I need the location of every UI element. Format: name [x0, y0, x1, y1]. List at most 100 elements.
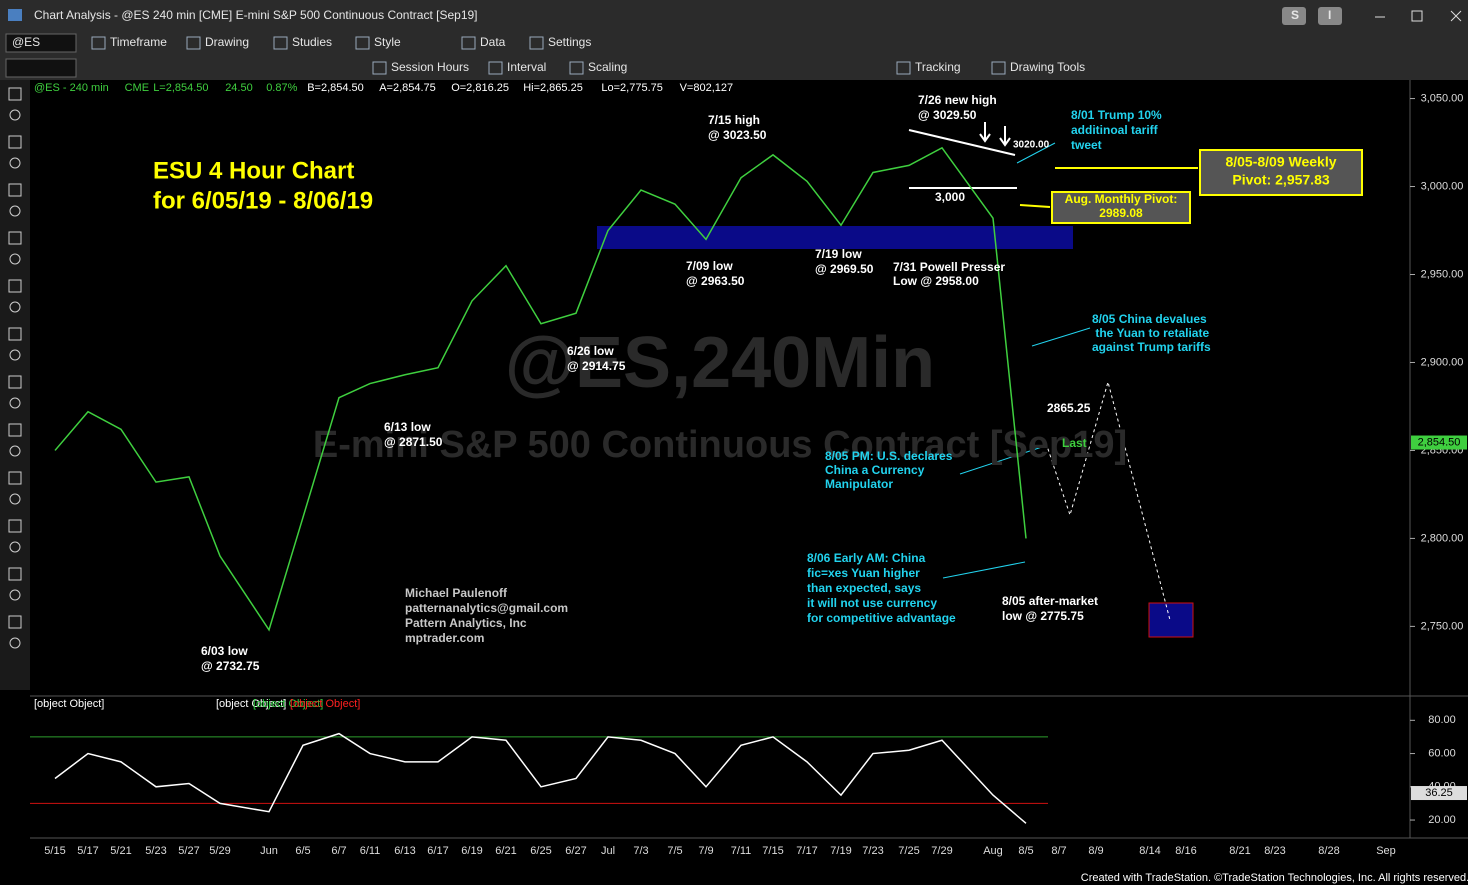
tool-icon[interactable] [8, 327, 22, 341]
pointer [959, 445, 1046, 475]
toolbar-icon[interactable] [991, 61, 1006, 75]
toolbar-button[interactable]: Drawing [205, 35, 249, 49]
tool-icon[interactable] [9, 541, 21, 553]
tool-icon[interactable] [8, 375, 22, 389]
tool-icon[interactable] [9, 397, 21, 409]
annotation: mptrader.com [405, 631, 484, 645]
toolbar-icon[interactable] [372, 61, 387, 75]
x-tick-label: Jul [601, 845, 615, 857]
toolbar-icon[interactable] [488, 61, 503, 75]
tool-icon[interactable] [9, 157, 21, 169]
tool-icon[interactable] [8, 567, 22, 581]
watermark: @ES,240Min [505, 323, 935, 403]
toolbar-button[interactable]: Scaling [588, 60, 627, 74]
toolbar-icon[interactable] [896, 61, 911, 75]
annotation: additinoal tariff [1071, 123, 1159, 137]
quote-field: L=2,854.50 [153, 82, 208, 94]
x-tick-label: 8/5 [1018, 845, 1033, 857]
button-label[interactable]: S [1291, 8, 1299, 22]
x-tick-label: Aug [983, 845, 1003, 857]
annotation: 7/19 low [815, 247, 862, 261]
toolbar-icon[interactable] [91, 36, 106, 50]
annotation-box [1051, 191, 1191, 224]
x-tick-label: 7/3 [633, 845, 648, 857]
button[interactable] [1282, 7, 1306, 25]
annotation: patternanalytics@gmail.com [405, 601, 568, 615]
x-tick-label: 7/9 [698, 845, 713, 857]
toolbar-icon[interactable] [529, 36, 544, 50]
toolbar-button[interactable]: Data [480, 35, 506, 49]
toolbar-button[interactable]: Tracking [915, 60, 961, 74]
projection [1045, 380, 1171, 621]
target-box [1148, 602, 1194, 638]
tool-icon[interactable] [8, 519, 22, 533]
button[interactable] [1318, 7, 1342, 25]
annotation: 7/09 low [686, 259, 733, 273]
tool-icon[interactable] [8, 423, 22, 437]
annotation: against Trump tariffs [1092, 340, 1211, 354]
window-title: Chart Analysis - @ES 240 min [CME] E-min… [34, 8, 478, 22]
tool-icon[interactable] [8, 231, 22, 245]
close[interactable] [1450, 10, 1462, 22]
tool-icon[interactable] [8, 87, 22, 101]
annotation: Manipulator [825, 477, 893, 491]
y-tick-label: 2,750.00 [1421, 620, 1464, 632]
toolbar [0, 30, 1468, 80]
annotation: 7/15 high [708, 113, 760, 127]
footer: Created with TradeStation. ©TradeStation… [1081, 872, 1468, 884]
tool-icon[interactable] [9, 253, 21, 265]
support-zone [597, 226, 1073, 249]
quote-field: O=2,816.25 [451, 82, 509, 94]
toolbar-button[interactable]: Style [374, 35, 401, 49]
x-tick-label: 8/21 [1229, 845, 1250, 857]
interval-box[interactable] [5, 58, 77, 78]
annotation: Aug. Monthly Pivot: [1065, 192, 1178, 206]
tool-icon[interactable] [8, 471, 22, 485]
x-tick-label: 6/7 [331, 845, 346, 857]
toolbar-button[interactable]: Settings [548, 35, 591, 49]
x-tick-label: 5/27 [178, 845, 199, 857]
quote-field: Hi=2,865.25 [523, 82, 583, 94]
toolbar-button[interactable]: Drawing Tools [1010, 60, 1085, 74]
toolbar-button[interactable]: Timeframe [110, 35, 167, 49]
symbol-box[interactable] [5, 33, 77, 53]
maximize[interactable] [1411, 10, 1423, 22]
annotation: @ 2732.75 [201, 659, 260, 673]
arrows [979, 122, 1011, 147]
toolbar-icon[interactable] [569, 61, 584, 75]
toolbar-icon[interactable] [273, 36, 288, 50]
x-tick-label: 8/28 [1318, 845, 1339, 857]
tool-icon[interactable] [9, 445, 21, 457]
toolbar-icon[interactable] [186, 36, 201, 50]
toolbar-icon[interactable] [355, 36, 370, 50]
tool-icon[interactable] [9, 589, 21, 601]
x-tick-label: 6/11 [360, 845, 381, 857]
tool-icon[interactable] [9, 349, 21, 361]
last-price-label: 36.25 [1425, 787, 1453, 799]
button-label[interactable]: I [1328, 8, 1331, 22]
tool-icon[interactable] [8, 615, 22, 629]
tool-icon[interactable] [9, 493, 21, 505]
toolbar-button[interactable]: Studies [292, 35, 332, 49]
annotation: 6/13 low [384, 420, 431, 434]
toolbar-button[interactable]: Session Hours [391, 60, 469, 74]
y-tick-label: 3,050.00 [1421, 92, 1464, 104]
tool-icon[interactable] [9, 637, 21, 649]
symbol[interactable]: @ES [12, 35, 40, 49]
tool-icon[interactable] [8, 279, 22, 293]
annotation: low @ 2775.75 [1002, 609, 1084, 623]
tool-icon[interactable] [8, 135, 22, 149]
annotation: @ 2871.50 [384, 435, 443, 449]
toolbar-icon[interactable] [461, 36, 476, 50]
annotation-box [1199, 149, 1363, 196]
annotation: 8/05-8/09 Weekly [1225, 154, 1336, 170]
quote-field: A=2,854.75 [379, 82, 436, 94]
tool-icon[interactable] [9, 205, 21, 217]
tool-icon[interactable] [8, 183, 22, 197]
toolbar-button[interactable]: Interval [507, 60, 546, 74]
tool-icon[interactable] [9, 301, 21, 313]
tool-icon[interactable] [9, 109, 21, 121]
quote-field: 24.50 [225, 82, 253, 94]
series-line [54, 146, 1027, 632]
